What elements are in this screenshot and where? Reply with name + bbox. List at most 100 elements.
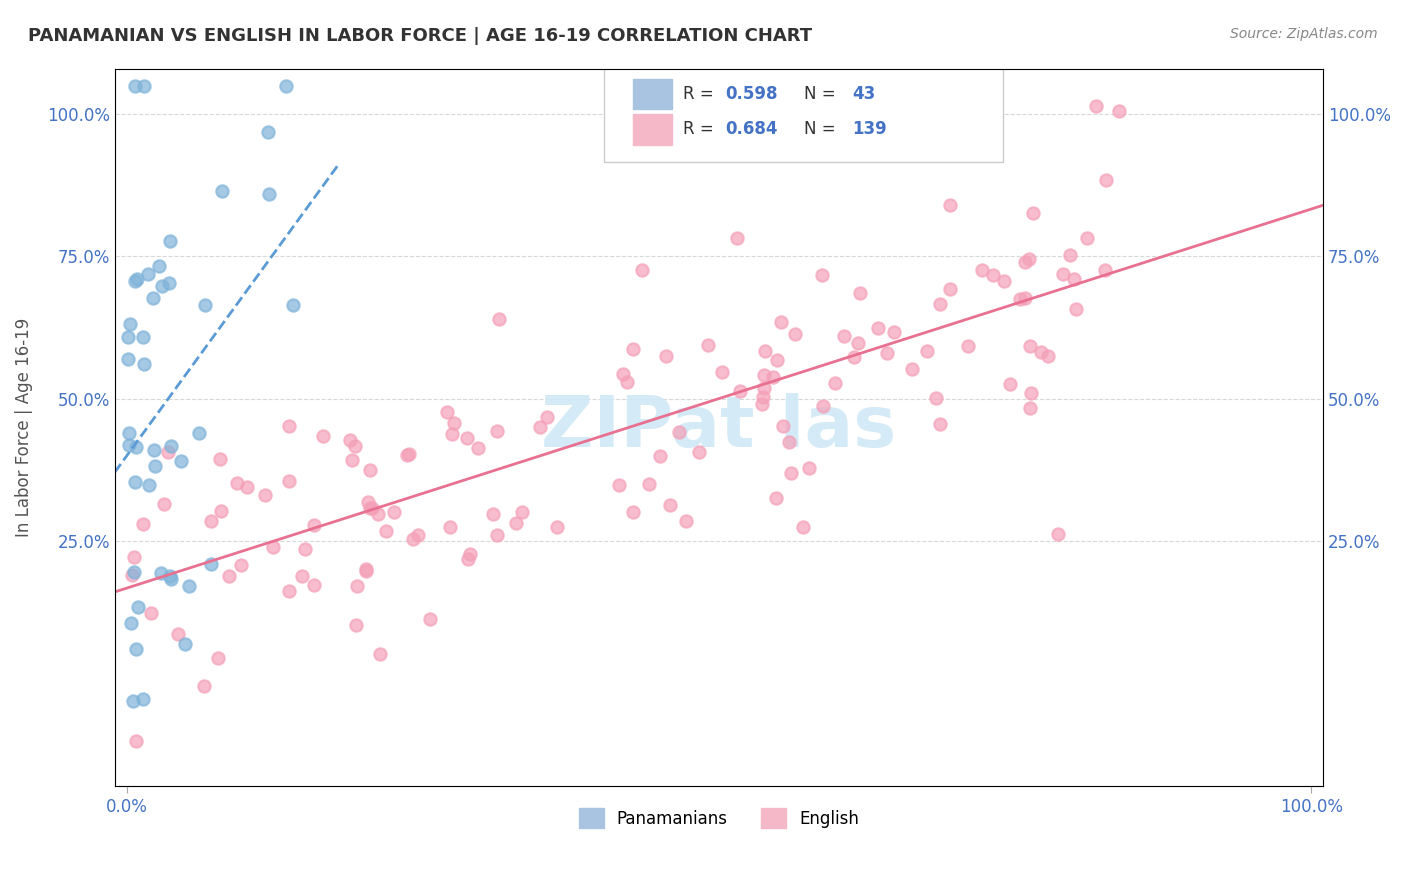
Point xyxy=(132,691,155,706)
FancyBboxPatch shape xyxy=(605,62,1002,161)
Point xyxy=(1019,339,1042,353)
Point xyxy=(725,231,748,245)
Point xyxy=(546,519,568,533)
Point xyxy=(312,428,335,442)
Point xyxy=(139,606,162,620)
Point xyxy=(118,317,141,331)
Point xyxy=(149,566,172,580)
Point xyxy=(688,444,710,458)
Point xyxy=(439,520,461,534)
Point xyxy=(132,516,155,531)
Point xyxy=(772,419,794,434)
Point xyxy=(915,344,938,359)
Text: ZIPat las: ZIPat las xyxy=(541,392,897,462)
Point xyxy=(359,501,381,516)
Point xyxy=(257,187,280,202)
Point xyxy=(668,425,690,439)
Point xyxy=(630,134,652,148)
Point xyxy=(765,353,787,368)
Point xyxy=(765,491,787,505)
Point xyxy=(467,441,489,455)
Point xyxy=(752,390,775,404)
Point xyxy=(983,268,1005,282)
Point xyxy=(1063,272,1085,286)
Point xyxy=(655,349,678,363)
Point xyxy=(357,495,380,509)
Point xyxy=(118,426,141,441)
Point xyxy=(346,578,368,592)
Point xyxy=(344,618,367,632)
Point xyxy=(159,234,181,248)
Point xyxy=(200,557,222,571)
Point xyxy=(408,528,430,542)
Point xyxy=(998,377,1021,392)
Point xyxy=(304,517,326,532)
Point xyxy=(441,427,464,442)
Point xyxy=(783,327,806,342)
Point xyxy=(1031,345,1053,359)
Point xyxy=(1095,173,1118,187)
Point xyxy=(138,478,160,492)
Point xyxy=(402,532,425,546)
Point xyxy=(1064,302,1087,317)
Point xyxy=(658,498,681,512)
Point xyxy=(797,461,820,475)
Legend: Panamanians, English: Panamanians, English xyxy=(572,801,866,835)
Point xyxy=(901,361,924,376)
Point xyxy=(368,647,391,661)
Text: Source: ZipAtlas.com: Source: ZipAtlas.com xyxy=(1230,27,1378,41)
Point xyxy=(122,550,145,565)
Point xyxy=(970,262,993,277)
Point xyxy=(354,564,377,578)
Point xyxy=(121,616,143,631)
Point xyxy=(529,419,551,434)
Point xyxy=(1014,254,1036,268)
Point xyxy=(209,452,232,467)
Point xyxy=(876,346,898,360)
Point xyxy=(226,475,249,490)
Point xyxy=(754,343,776,358)
FancyBboxPatch shape xyxy=(633,78,672,109)
Point xyxy=(117,330,139,344)
Point xyxy=(278,418,301,433)
Point xyxy=(710,365,733,379)
Point xyxy=(124,274,146,288)
Point xyxy=(883,325,905,339)
Point xyxy=(343,439,366,453)
Point xyxy=(160,439,183,453)
Point xyxy=(1018,252,1040,267)
Point xyxy=(1019,401,1042,416)
Point xyxy=(143,442,166,457)
Point xyxy=(754,368,776,383)
Point xyxy=(121,568,143,582)
Point xyxy=(443,416,465,430)
Point xyxy=(117,351,139,366)
Point xyxy=(939,282,962,296)
Point xyxy=(236,480,259,494)
Point xyxy=(488,312,510,326)
Point xyxy=(868,321,890,335)
Point xyxy=(122,566,145,580)
Point xyxy=(1021,386,1043,401)
Point xyxy=(132,78,155,93)
Point xyxy=(675,514,697,528)
Point xyxy=(256,125,278,139)
Point xyxy=(124,78,146,93)
Point xyxy=(938,198,960,212)
Point xyxy=(609,477,631,491)
Point xyxy=(142,292,165,306)
Point xyxy=(148,259,170,273)
Y-axis label: In Labor Force | Age 16-19: In Labor Force | Age 16-19 xyxy=(15,318,32,537)
Point xyxy=(125,733,148,747)
Text: 0.598: 0.598 xyxy=(725,85,778,103)
Point xyxy=(616,375,638,389)
Point xyxy=(159,568,181,582)
Point xyxy=(842,351,865,365)
Point xyxy=(780,466,803,480)
Point xyxy=(1052,267,1074,281)
Point xyxy=(648,449,671,463)
Point xyxy=(125,642,148,657)
Point xyxy=(118,437,141,451)
Text: PANAMANIAN VS ENGLISH IN LABOR FORCE | AGE 16-19 CORRELATION CHART: PANAMANIAN VS ENGLISH IN LABOR FORCE | A… xyxy=(28,27,813,45)
Point xyxy=(1059,248,1081,262)
